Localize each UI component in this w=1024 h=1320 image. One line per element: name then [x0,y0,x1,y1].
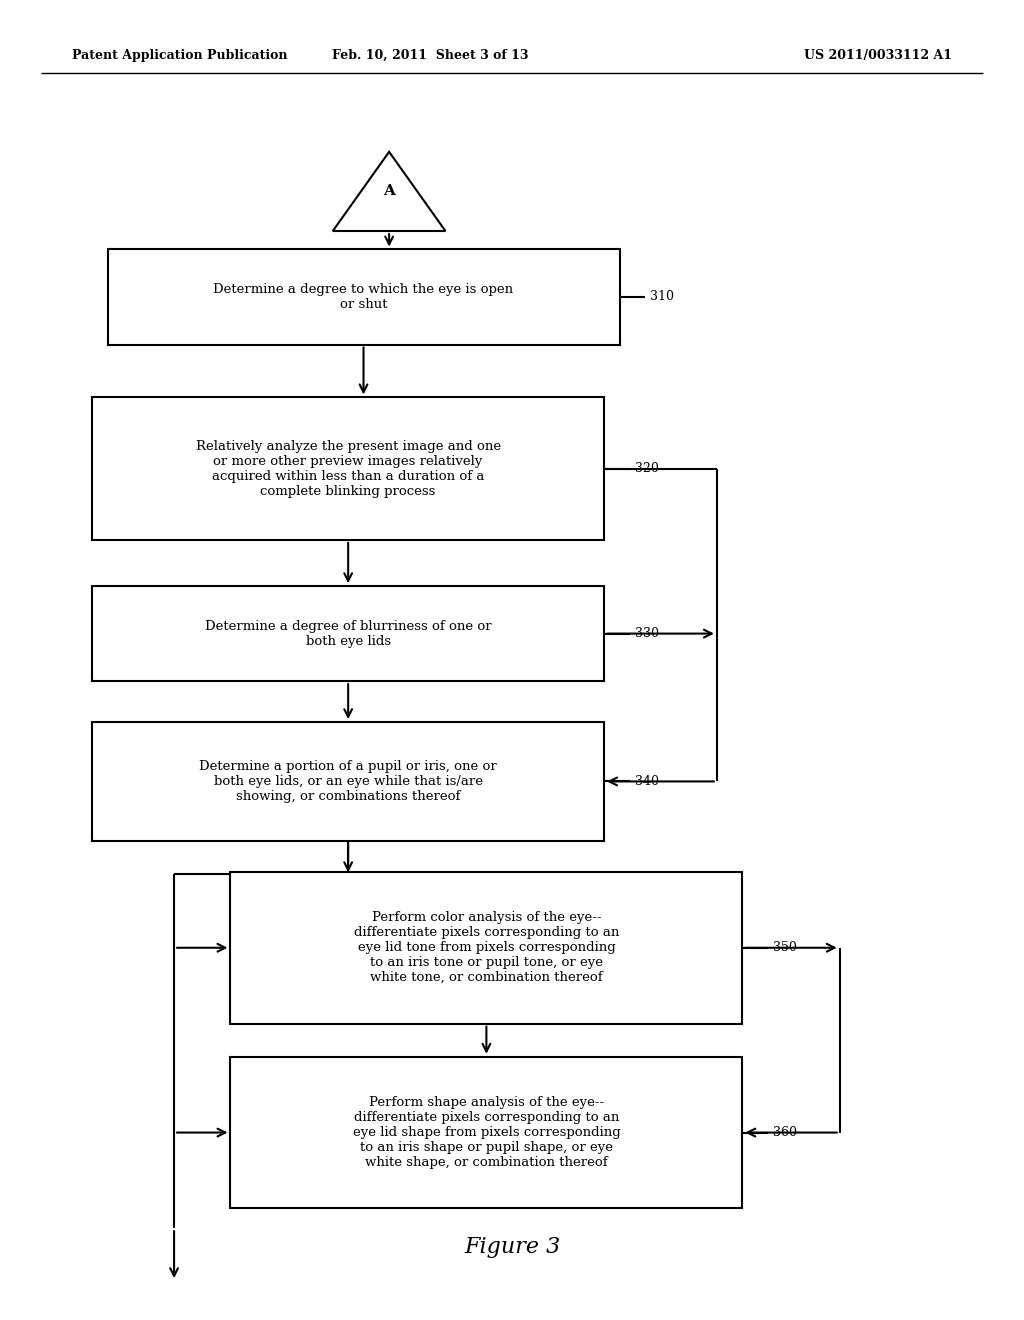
Text: Determine a degree of blurriness of one or
both eye lids: Determine a degree of blurriness of one … [205,619,492,648]
Bar [230,873,742,1024]
Bar [108,249,620,345]
Text: Relatively analyze the present image and one
or more other preview images relati: Relatively analyze the present image and… [196,440,501,498]
Text: Perform shape analysis of the eye--
differentiate pixels corresponding to an
eye: Perform shape analysis of the eye-- diff… [352,1096,621,1170]
Bar [92,722,604,841]
Text: 310: 310 [650,290,674,304]
Bar [92,397,604,540]
Text: US 2011/0033112 A1: US 2011/0033112 A1 [804,49,952,62]
Text: 340: 340 [635,775,658,788]
Text: Determine a portion of a pupil or iris, one or
both eye lids, or an eye while th: Determine a portion of a pupil or iris, … [200,760,497,803]
Text: 330: 330 [635,627,658,640]
Text: Perform color analysis of the eye--
differentiate pixels corresponding to an
eye: Perform color analysis of the eye-- diff… [353,911,620,985]
Text: 320: 320 [635,462,658,475]
Text: Patent Application Publication: Patent Application Publication [72,49,287,62]
Text: A: A [383,185,395,198]
Text: Figure 3: Figure 3 [464,1237,560,1258]
Bar [230,1057,742,1209]
Text: 350: 350 [773,941,797,954]
Text: Feb. 10, 2011  Sheet 3 of 13: Feb. 10, 2011 Sheet 3 of 13 [332,49,528,62]
Text: 360: 360 [773,1126,797,1139]
Text: Determine a degree to which the eye is open
or shut: Determine a degree to which the eye is o… [213,282,514,312]
Bar [92,586,604,681]
